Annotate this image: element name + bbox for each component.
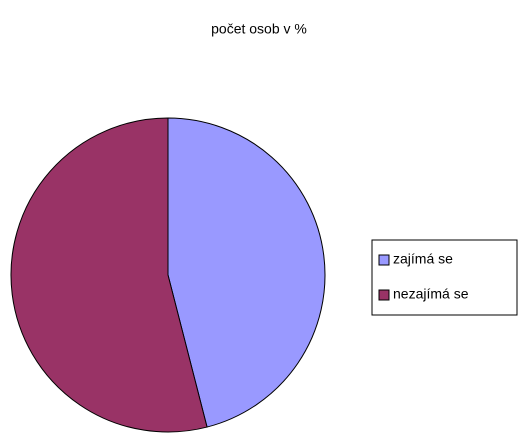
legend-label: zajímá se	[393, 251, 453, 267]
chart-title: počet osob v %	[211, 21, 307, 37]
pie-slice	[10, 117, 208, 433]
pie-slice	[167, 117, 326, 428]
legend-label: nezajímá se	[393, 286, 469, 302]
legend-box	[371, 239, 518, 316]
legend-swatch	[378, 254, 390, 266]
legend-swatch	[378, 289, 390, 301]
